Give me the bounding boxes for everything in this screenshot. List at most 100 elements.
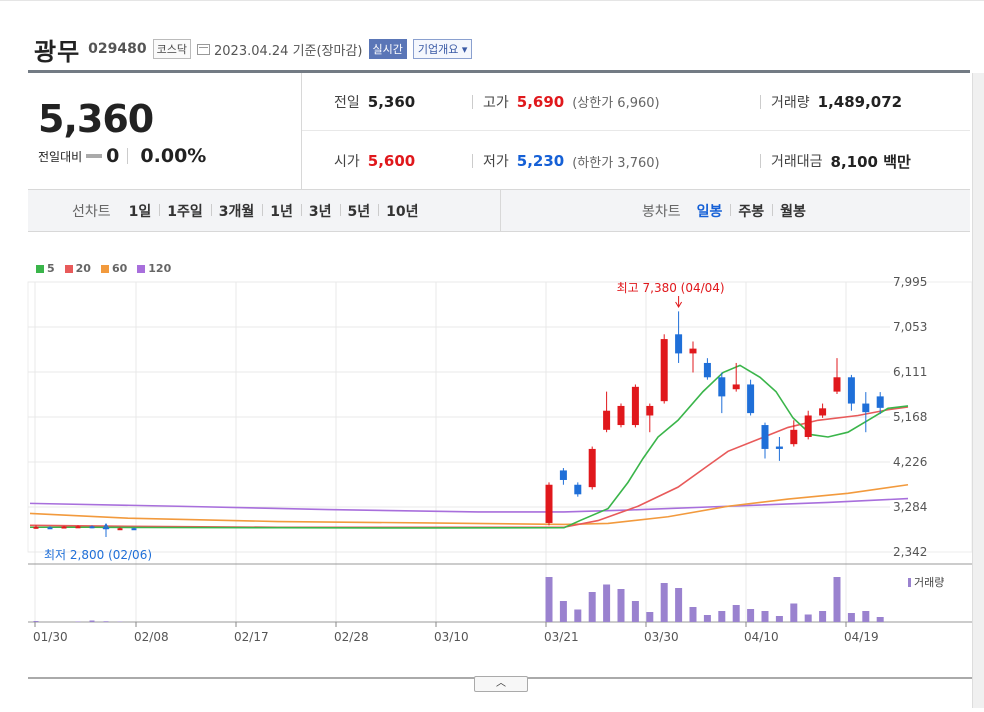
lower-limit: (하한가 3,760) bbox=[572, 152, 659, 171]
candle-body bbox=[62, 527, 67, 529]
candle-body bbox=[862, 404, 869, 413]
period-10y[interactable]: 10년 bbox=[378, 201, 426, 221]
realtime-button[interactable]: 실시간 bbox=[369, 39, 407, 59]
scrollbar[interactable] bbox=[972, 73, 984, 708]
candle-body bbox=[747, 384, 754, 413]
unchanged-icon bbox=[86, 154, 102, 158]
x-tick-label: 03/30 bbox=[644, 630, 679, 644]
candle-daily[interactable]: 일봉 bbox=[689, 201, 731, 221]
period-3m[interactable]: 3개월 bbox=[211, 201, 263, 221]
candle-body bbox=[646, 406, 653, 416]
candle-body bbox=[790, 430, 797, 444]
volume-bar bbox=[834, 577, 841, 622]
y-tick-label: 7,995 bbox=[893, 275, 927, 289]
volume-legend: 거래량 bbox=[908, 574, 944, 590]
x-tick-label: 04/19 bbox=[844, 630, 879, 644]
price-change: 전일대비 0 0.00% bbox=[38, 145, 206, 167]
corp-overview-dropdown[interactable]: 기업개요 ▾ bbox=[413, 39, 473, 59]
period-1w[interactable]: 1주일 bbox=[159, 201, 211, 221]
max-annotation: 최고 7,380 (04/04) bbox=[617, 281, 725, 295]
volume-bar bbox=[618, 589, 625, 622]
candle-body bbox=[560, 470, 567, 480]
amount-label: 거래대금 bbox=[771, 151, 823, 171]
calendar-icon bbox=[197, 44, 210, 55]
line-chart-periods: 선차트 1일 1주일 3개월 1년 3년 5년 10년 bbox=[72, 190, 427, 232]
x-tick-label: 03/21 bbox=[544, 630, 579, 644]
open-value: 5,600 bbox=[368, 152, 415, 170]
legend-label: 5 bbox=[47, 262, 55, 275]
candle-body bbox=[34, 527, 39, 529]
legend-ma20: 20 bbox=[65, 262, 91, 275]
volume-bar bbox=[690, 607, 697, 622]
candle-body bbox=[574, 485, 581, 495]
period-5y[interactable]: 5년 bbox=[340, 201, 379, 221]
current-price: 5,360 bbox=[38, 97, 153, 141]
date-info: 2023.04.24 기준(장마감) bbox=[197, 40, 363, 59]
candle-body bbox=[618, 406, 625, 425]
period-3y[interactable]: 3년 bbox=[301, 201, 340, 221]
volume-bar bbox=[776, 616, 783, 622]
current-price-box: 5,360 전일대비 0 0.00% bbox=[28, 73, 302, 190]
volume-bar bbox=[877, 617, 884, 622]
legend-label: 60 bbox=[112, 262, 127, 275]
period-divider bbox=[500, 190, 501, 232]
candle-body bbox=[118, 528, 123, 530]
date-label: 2023.04.24 기준(장마감) bbox=[214, 40, 363, 59]
candle-body bbox=[733, 384, 740, 389]
legend-swatch bbox=[137, 265, 145, 273]
collapse-button[interactable]: ︿ bbox=[474, 676, 528, 692]
candle-body bbox=[661, 339, 668, 401]
candle-monthly[interactable]: 월봉 bbox=[772, 201, 814, 221]
y-tick-label: 3,284 bbox=[893, 500, 927, 514]
x-tick-label: 01/30 bbox=[33, 630, 68, 644]
candle-chart-periods: 봉차트 일봉 주봉 월봉 bbox=[642, 190, 814, 232]
candle-body bbox=[90, 526, 95, 528]
stock-name: 광무 bbox=[34, 32, 80, 67]
low-price: 저가 5,230 (하한가 3,760) bbox=[472, 151, 660, 171]
candle-chart-label: 봉차트 bbox=[642, 201, 681, 221]
chevron-down-icon: ▾ bbox=[462, 43, 468, 56]
pipe-divider bbox=[472, 154, 473, 168]
period-1y[interactable]: 1년 bbox=[262, 201, 301, 221]
candle-body bbox=[632, 387, 639, 425]
change-label: 전일대비 bbox=[38, 148, 82, 165]
volume-bar bbox=[675, 588, 682, 622]
volume-bar bbox=[90, 621, 95, 623]
prev-value: 5,360 bbox=[368, 93, 415, 111]
change-pct: 0.00% bbox=[140, 145, 206, 167]
top-divider bbox=[0, 0, 984, 1]
volume: 거래량 1,489,072 bbox=[760, 92, 902, 112]
candle-body bbox=[76, 526, 81, 528]
volume-bar bbox=[704, 615, 711, 622]
volume-bar bbox=[862, 611, 869, 622]
legend-ma5: 5 bbox=[36, 262, 55, 275]
candle-body bbox=[877, 396, 884, 407]
candle-body bbox=[834, 377, 841, 391]
volume-legend-label: 거래량 bbox=[914, 574, 944, 590]
upper-limit: (상한가 6,960) bbox=[572, 92, 659, 111]
period-1d[interactable]: 1일 bbox=[121, 201, 160, 221]
candle-body bbox=[805, 415, 812, 436]
candle-body bbox=[704, 363, 711, 377]
volume-label: 거래량 bbox=[771, 92, 810, 112]
volume-bar bbox=[661, 583, 668, 622]
stock-header: 광무 029480 코스닥 2023.04.24 기준(장마감) 실시간 기업개… bbox=[34, 32, 472, 66]
volume-bar bbox=[560, 601, 567, 622]
ma-legend: 5 20 60 120 bbox=[36, 262, 171, 275]
corp-overview-label: 기업개요 bbox=[418, 43, 458, 56]
volume-bar bbox=[546, 577, 553, 622]
volume-bar bbox=[34, 621, 39, 622]
ma20-line bbox=[30, 407, 908, 527]
volume-bar bbox=[848, 613, 855, 622]
legend-label: 120 bbox=[148, 262, 171, 275]
chart-canvas: 7,9957,0536,1115,1684,2263,2842,34201/30… bbox=[0, 232, 984, 708]
summary-row-2: 시가 5,600 저가 5,230 (하한가 3,760) 거래대금 8,100… bbox=[302, 132, 970, 190]
candle-body bbox=[776, 447, 783, 449]
candle-weekly[interactable]: 주봉 bbox=[730, 201, 772, 221]
period-selector: 선차트 1일 1주일 3개월 1년 3년 5년 10년 봉차트 일봉 주봉 월봉 bbox=[28, 190, 970, 232]
volume-value: 1,489,072 bbox=[818, 93, 902, 111]
change-value: 0 bbox=[106, 145, 119, 167]
y-tick-label: 2,342 bbox=[893, 545, 927, 559]
line-chart-label: 선차트 bbox=[72, 201, 111, 221]
